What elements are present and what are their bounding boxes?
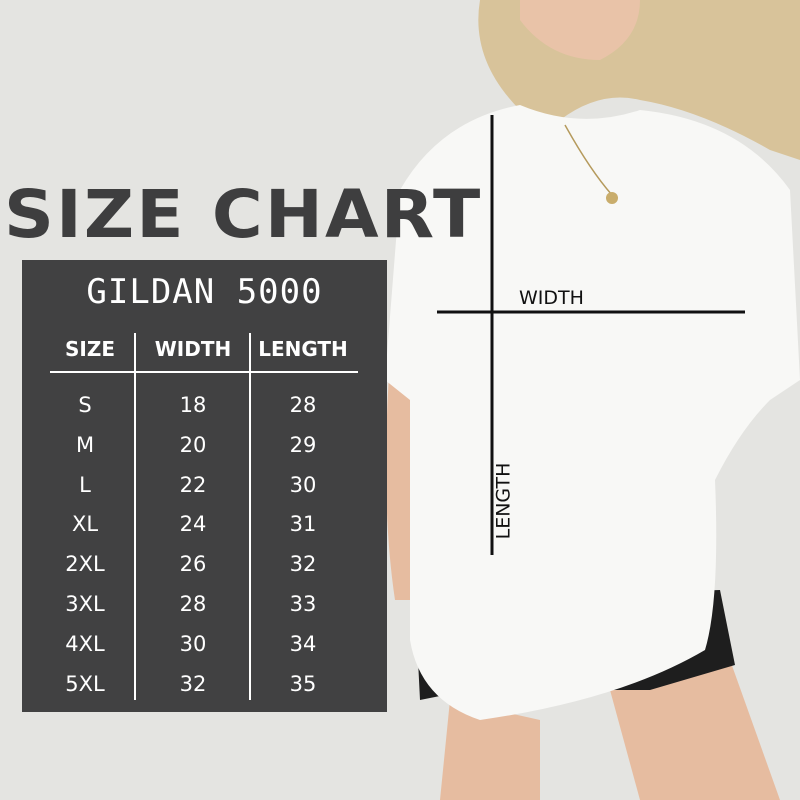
- table-cell: 24: [179, 512, 207, 537]
- right-leg: [610, 660, 780, 800]
- table-cell: 3XL: [65, 592, 105, 616]
- page-title: SIZE CHART: [4, 176, 483, 253]
- necklace: [564, 124, 613, 196]
- brand-title: GILDAN 5000: [86, 272, 323, 312]
- table-cell: 35: [289, 671, 317, 696]
- table-cell: XL: [71, 512, 99, 537]
- table-cell: 28: [289, 393, 317, 417]
- table-cell: 32: [289, 552, 317, 577]
- size-chart-panel: [22, 260, 387, 712]
- table-cell: 2XL: [65, 552, 105, 577]
- header-divider: [50, 371, 358, 373]
- length-label: LENGTH: [492, 462, 515, 540]
- header-length: LENGTH: [258, 337, 348, 361]
- table-cell: 29: [289, 432, 317, 457]
- face: [520, 0, 640, 60]
- pendant: [606, 192, 618, 204]
- table-cell: 30: [179, 631, 207, 656]
- table-cell: 34: [289, 631, 317, 656]
- table-cell: 31: [289, 512, 317, 537]
- width-label: WIDTH: [519, 287, 584, 309]
- table-cell: 28: [179, 592, 207, 616]
- table-cell: 26: [179, 552, 207, 577]
- table-cell: M: [75, 432, 95, 457]
- column-divider: [134, 333, 136, 700]
- table-cell: 33: [289, 592, 317, 616]
- table-cell: 30: [289, 472, 317, 497]
- table-cell: 18: [179, 393, 207, 417]
- header-size: SIZE: [64, 337, 115, 361]
- table-cell: 5XL: [65, 671, 105, 696]
- table-cell: 22: [179, 472, 207, 497]
- table-cell: L: [79, 472, 91, 497]
- header-width: WIDTH: [154, 337, 232, 361]
- tshirt: [385, 105, 800, 720]
- table-cell: 32: [179, 671, 207, 696]
- left-leg: [440, 700, 540, 800]
- table-cell: S: [78, 393, 92, 417]
- column-divider: [249, 333, 251, 700]
- table-cell: 20: [179, 432, 207, 457]
- table-cell: 4XL: [65, 631, 105, 656]
